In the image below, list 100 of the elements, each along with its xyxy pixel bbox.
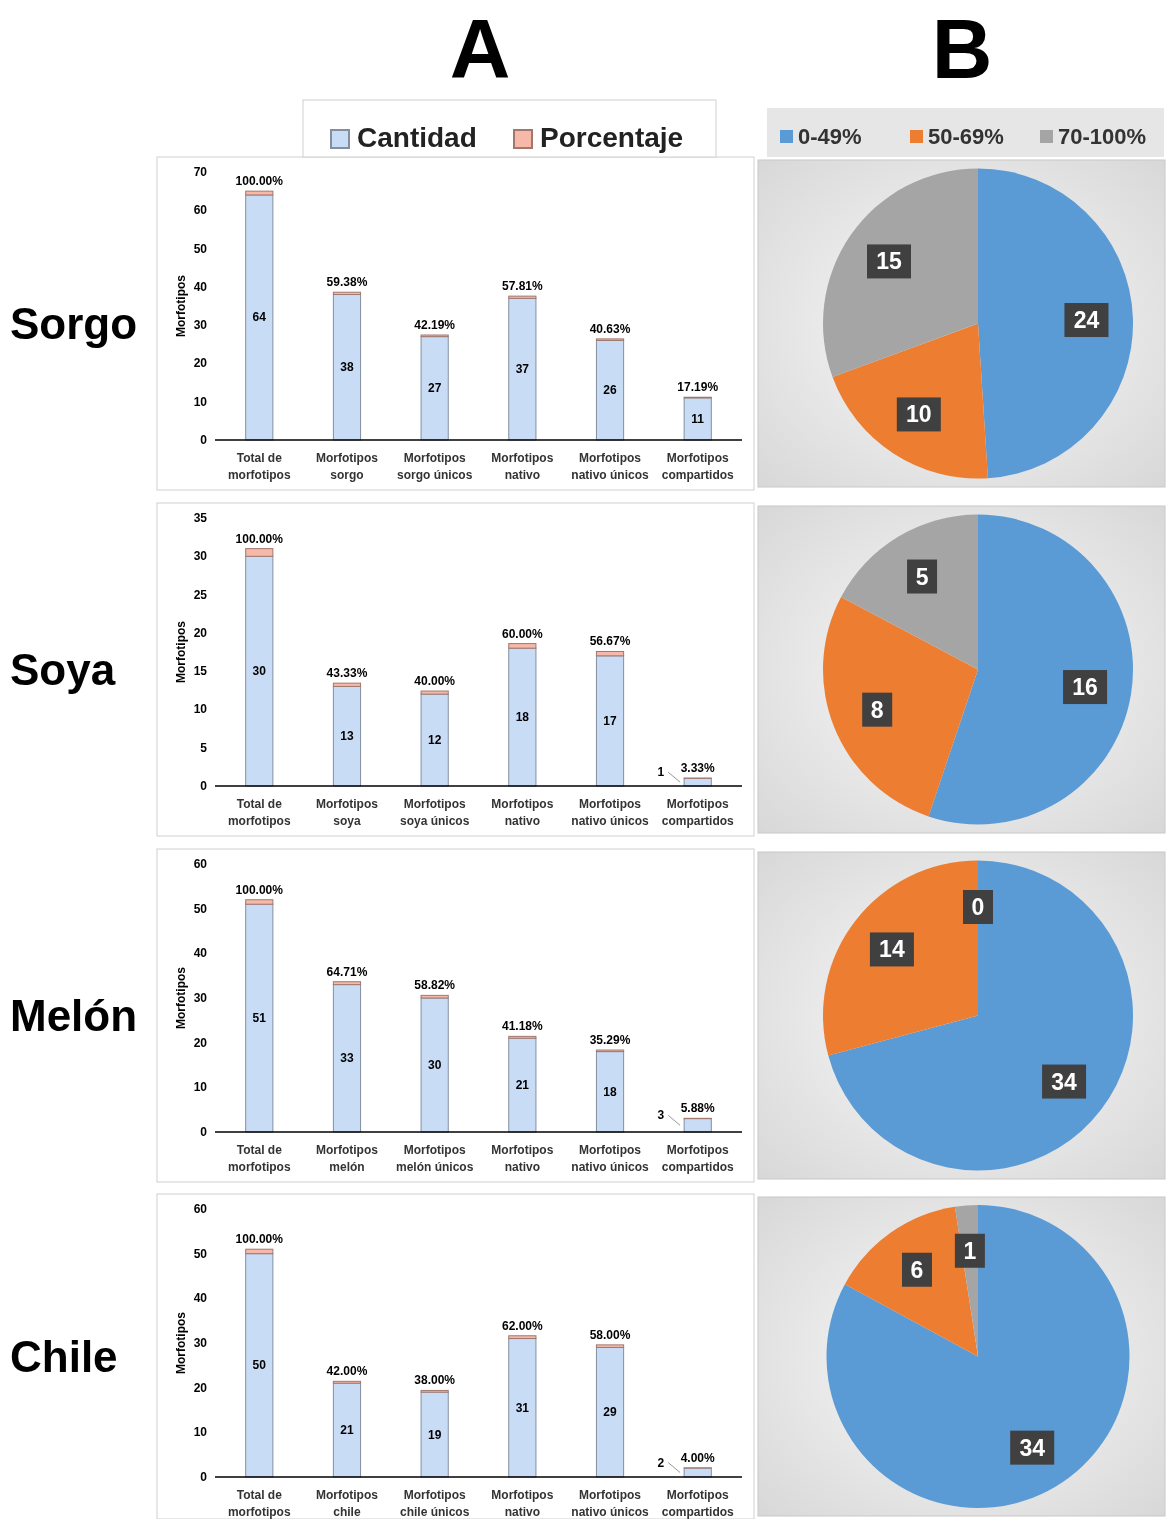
bar (420, 1391, 449, 1478)
y-tick-label: 30 (193, 991, 208, 1005)
y-axis-title: Morfotipos (174, 620, 188, 683)
data-label: 18 (603, 1084, 618, 1099)
bar (245, 903, 274, 1133)
bar (420, 690, 449, 695)
data-label: 17.19% (677, 380, 719, 395)
y-tick-label: 40 (193, 946, 208, 961)
x-tick-label: Morfotipos compartidos (661, 1143, 735, 1174)
bar (508, 1335, 537, 1340)
text: Sorgo (10, 298, 138, 348)
x-tick-label: Morfotipos nativo (491, 1143, 554, 1174)
data-label: 37 (515, 362, 530, 377)
y-tick-label: 50 (193, 241, 208, 256)
data-label: 6 (910, 1256, 924, 1283)
y-tick-label: 10 (193, 394, 208, 409)
data-label: 64.71% (326, 964, 368, 979)
data-label: 13 (340, 729, 354, 744)
bar (245, 190, 274, 196)
bar (245, 1248, 274, 1255)
bar (332, 1382, 362, 1478)
x-tick-label: Morfotipos melón únicos (395, 1143, 474, 1174)
y-tick-label: 5 (200, 740, 208, 755)
x-tick-label: Morfotipos sorgo (315, 451, 379, 482)
text: A (449, 2, 511, 96)
x-tick-label: Morfotipos melón (315, 1143, 379, 1174)
pie-slice (832, 323, 988, 479)
bar (595, 1344, 625, 1348)
y-tick-label: 50 (193, 901, 208, 916)
bar (595, 655, 625, 787)
legend-label: Porcentaje (540, 122, 684, 153)
y-tick-label: 10 (193, 1080, 208, 1095)
x-tick-label: Morfotipos compartidos (661, 451, 735, 482)
data-label: 42.19% (414, 318, 456, 333)
data-label: 15 (876, 248, 903, 275)
data-label: 62.00% (501, 1318, 544, 1333)
bar (595, 650, 625, 657)
y-axis-title: Morfotipos (174, 966, 188, 1029)
y-tick-label: 20 (193, 356, 208, 371)
y-tick-label: 10 (193, 1425, 208, 1440)
bar (420, 693, 449, 787)
data-label: 35.29% (589, 1033, 631, 1048)
legend-label: Cantidad (357, 122, 477, 153)
data-label: 4.00% (680, 1450, 716, 1465)
x-tick-label: Morfotipos chile únicos (399, 1488, 470, 1519)
data-label: 21 (340, 1423, 354, 1438)
y-tick-label: 30 (193, 1336, 208, 1350)
bar (332, 291, 362, 296)
y-tick-label: 30 (193, 549, 208, 564)
bar (595, 1051, 625, 1133)
pie-slice (841, 514, 978, 670)
data-label: 60.00% (501, 626, 544, 641)
bar (332, 984, 362, 1133)
data-label: 26 (603, 383, 618, 398)
data-label: 34 (1051, 1068, 1078, 1095)
data-label: 10 (906, 401, 932, 428)
text: Chile (10, 1331, 118, 1381)
x-tick-label: Morfotipos nativo únicos (571, 451, 650, 482)
y-tick-label: 20 (193, 1035, 208, 1050)
y-axis-title: Morfotipos (174, 274, 188, 337)
bar (332, 294, 362, 441)
bar (420, 994, 449, 999)
y-tick-label: 40 (193, 1291, 208, 1306)
x-tick-label: Morfotipos nativo (491, 797, 554, 828)
data-label: 38 (340, 360, 354, 375)
bar (508, 643, 537, 649)
data-label: 59.38% (326, 275, 368, 290)
bar (508, 647, 537, 787)
pie-slice (823, 596, 978, 817)
data-label: 56.67% (589, 634, 631, 649)
data-label: 41.18% (501, 1019, 544, 1034)
data-label: 5.88% (680, 1101, 716, 1116)
data-label: 40.00% (414, 674, 456, 689)
data-label: 31 (515, 1400, 530, 1415)
bar (245, 194, 274, 441)
bar (508, 1338, 537, 1478)
x-tick-label: Morfotipos sorgo únicos (396, 451, 473, 482)
bar (420, 997, 449, 1133)
data-label: 17 (603, 713, 618, 728)
data-label: 3.33% (680, 761, 716, 776)
data-label: 58.00% (589, 1327, 631, 1342)
data-label: 42.00% (326, 1364, 368, 1379)
x-tick-label: Morfotipos compartidos (661, 1488, 735, 1519)
data-label: 21 (515, 1078, 530, 1093)
y-tick-label: 60 (193, 857, 208, 871)
data-label: 50 (252, 1358, 267, 1373)
bar (420, 336, 449, 441)
data-label: 24 (1073, 307, 1100, 334)
bar (332, 981, 362, 986)
text: B (931, 2, 993, 96)
bar (332, 682, 362, 687)
data-label: 18 (515, 710, 530, 725)
data-label: 33 (340, 1051, 354, 1066)
x-tick-label: Total de morfotipos (227, 797, 291, 828)
data-label: 27 (427, 381, 442, 396)
pie-slice (823, 168, 978, 378)
text: 0 (971, 894, 985, 920)
pie-slice (978, 168, 1133, 479)
y-tick-label: 15 (193, 664, 208, 679)
x-tick-label: Morfotipos nativo únicos (571, 797, 650, 828)
